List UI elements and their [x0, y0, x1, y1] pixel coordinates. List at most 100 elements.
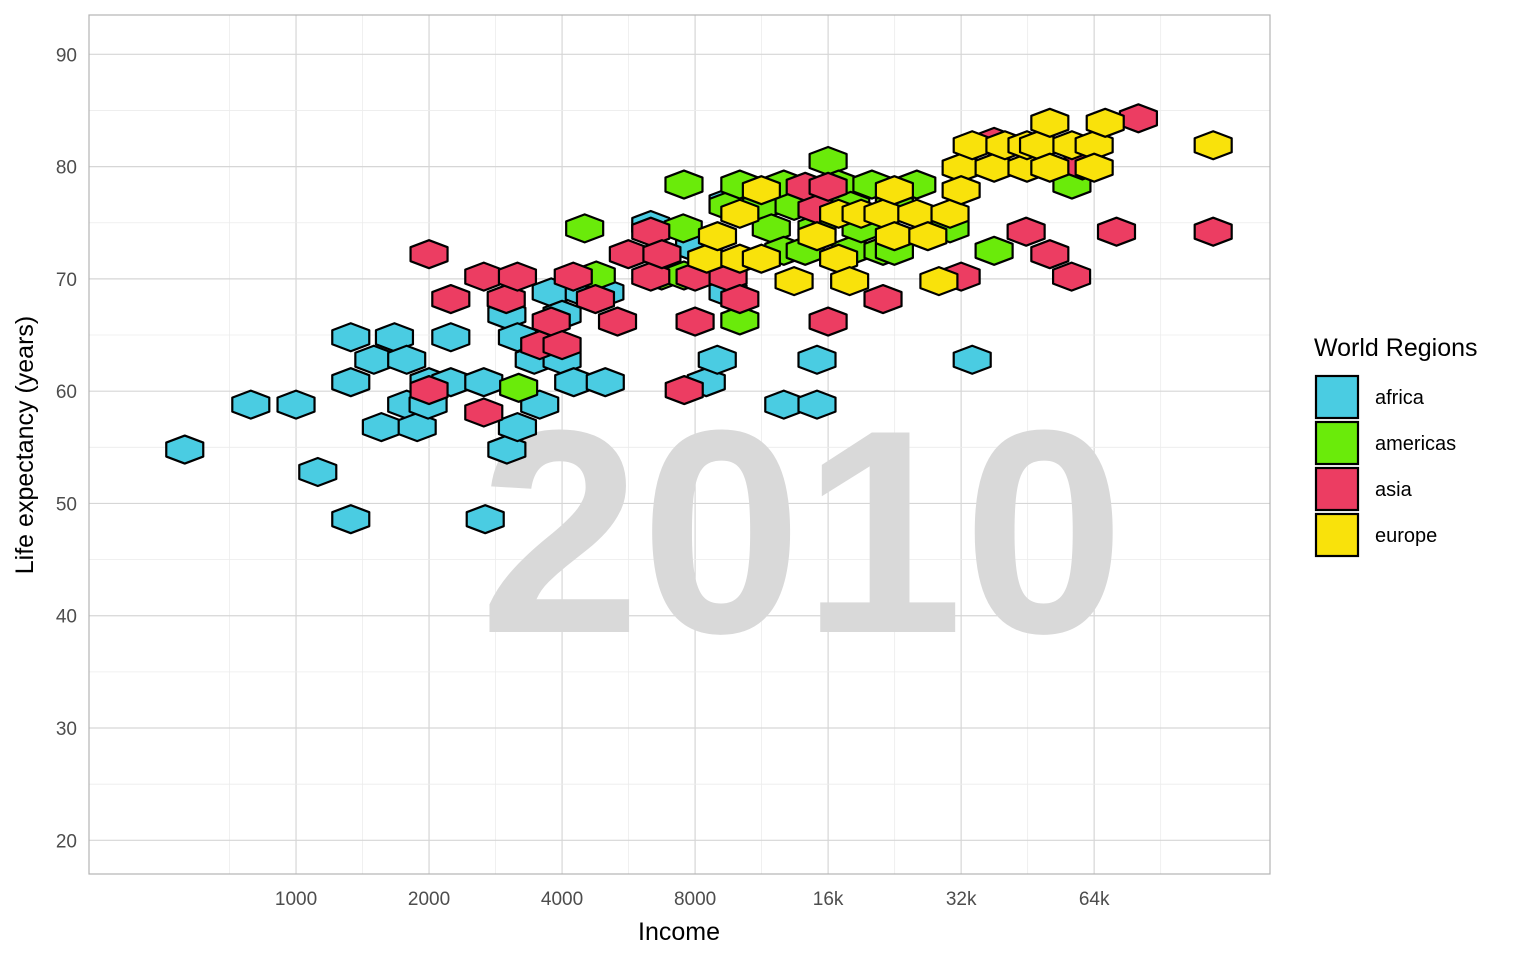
hexbin-africa — [331, 367, 371, 398]
x-tick-label: 4000 — [541, 889, 583, 910]
hexbin-africa — [797, 389, 837, 420]
hexbin-europe — [1030, 152, 1070, 183]
x-tick-labels: 1000 2000 4000 8000 16k 32k 64k — [275, 889, 1110, 910]
hexbin-asia — [1006, 216, 1046, 247]
y-tick-label: 90 — [56, 45, 77, 66]
hexbin-europe — [819, 243, 859, 274]
hexbin-asia — [409, 239, 449, 270]
hexbin-asia — [631, 216, 671, 247]
legend: World Regions africa americas asia europe — [1314, 334, 1478, 558]
x-tick-label: 64k — [1079, 889, 1110, 910]
hexbin-africa — [952, 344, 992, 375]
hexbin-asia — [575, 283, 616, 315]
hexbin-asia — [464, 261, 504, 292]
legend-key-africa — [1314, 374, 1360, 420]
hexbin-africa — [465, 504, 505, 535]
hexbin-africa — [497, 411, 538, 443]
y-tick-label: 60 — [56, 382, 77, 403]
hexbin-americas — [808, 145, 848, 177]
hexbin-asia — [531, 306, 571, 337]
hexbin-asia — [675, 306, 715, 337]
hexbin-africa — [331, 322, 371, 353]
hexbin-europe — [1030, 107, 1070, 138]
hexbin-africa — [165, 434, 205, 465]
x-tick-label: 2000 — [408, 889, 450, 910]
hexbin-europe — [952, 130, 992, 161]
hexbin-europe — [874, 175, 914, 206]
hexbin-americas — [499, 372, 539, 403]
hexbin-africa — [354, 344, 394, 375]
hexbin-asia — [608, 239, 648, 270]
legend-label-africa: africa — [1375, 387, 1425, 409]
hexbin-europe — [720, 198, 760, 229]
hexbin-layer — [165, 103, 1233, 535]
x-tick-label: 1000 — [275, 889, 317, 910]
hexbin-asia — [497, 261, 538, 292]
hexbin-americas — [565, 213, 605, 244]
hexbin-europe — [874, 221, 914, 252]
series-europe — [687, 107, 1233, 297]
hexbin-africa — [298, 456, 338, 488]
hexbin-asia — [720, 283, 760, 315]
legend-key-europe — [1314, 512, 1360, 558]
hexbin-asia — [1193, 216, 1233, 247]
legend-label-americas: americas — [1375, 433, 1456, 455]
x-axis-title: Income — [638, 918, 720, 946]
hexbin-europe — [1074, 152, 1114, 183]
y-tick-label: 70 — [56, 270, 77, 291]
x-tick-label: 16k — [813, 889, 844, 910]
hexbin-asia — [808, 171, 848, 202]
hexbin-europe — [797, 221, 837, 252]
hexbin-africa — [764, 389, 804, 420]
hexbin-europe — [774, 266, 814, 297]
year-watermark: 2010 — [479, 370, 1124, 694]
y-tick-label: 50 — [56, 494, 77, 515]
hexbin-africa — [331, 504, 371, 535]
hexbin-americas — [974, 235, 1014, 266]
hexbin-asia — [1030, 239, 1070, 270]
hexbin-europe — [908, 221, 948, 252]
hexbin-africa — [797, 344, 837, 375]
legend-key-americas — [1314, 420, 1360, 466]
y-tick-label: 40 — [56, 607, 77, 628]
y-axis-title: Life expectancy (years) — [11, 316, 39, 574]
hexbin-africa — [697, 344, 737, 375]
hexbin-africa — [431, 322, 471, 353]
hexbin-asia — [1118, 103, 1159, 134]
hexbin-europe — [1085, 107, 1125, 138]
x-tick-label: 32k — [946, 889, 977, 910]
hexbin-asia — [464, 397, 504, 428]
hexbin-europe — [697, 221, 738, 252]
y-tick-label: 30 — [56, 719, 77, 740]
hexbin-americas — [751, 213, 791, 244]
hexbin-asia — [1096, 216, 1137, 247]
hexbin-africa — [231, 389, 271, 420]
y-tick-labels: 20 30 40 50 60 70 80 90 — [56, 45, 77, 852]
hexbin-africa — [361, 411, 401, 443]
y-tick-label: 20 — [56, 831, 77, 852]
hexbin-asia — [553, 261, 593, 292]
hexbin-europe — [919, 266, 959, 297]
hexbin-africa — [387, 344, 427, 375]
hexbin-asia — [808, 306, 848, 337]
hexbin-asia — [542, 330, 582, 361]
hexbin-africa — [464, 367, 504, 398]
hexbin-asia — [642, 239, 682, 270]
hexbin-asia — [863, 283, 903, 315]
hexbin-asia — [1051, 261, 1092, 292]
hexbin-americas — [664, 169, 704, 200]
hexbin-africa — [585, 367, 625, 398]
hexbin-europe — [741, 243, 781, 274]
x-tick-label: 8000 — [674, 889, 716, 910]
legend-label-europe: europe — [1375, 525, 1437, 547]
hexbin-asia — [431, 283, 471, 315]
hexbin-europe — [741, 175, 781, 206]
legend-title: World Regions — [1314, 334, 1478, 362]
hexbin-europe — [830, 266, 870, 297]
hexbin-africa — [276, 389, 316, 420]
legend-label-asia: asia — [1375, 479, 1413, 501]
panel-border — [88, 14, 1271, 875]
hexbin-asia — [409, 374, 449, 406]
hexbin-africa — [374, 322, 415, 353]
